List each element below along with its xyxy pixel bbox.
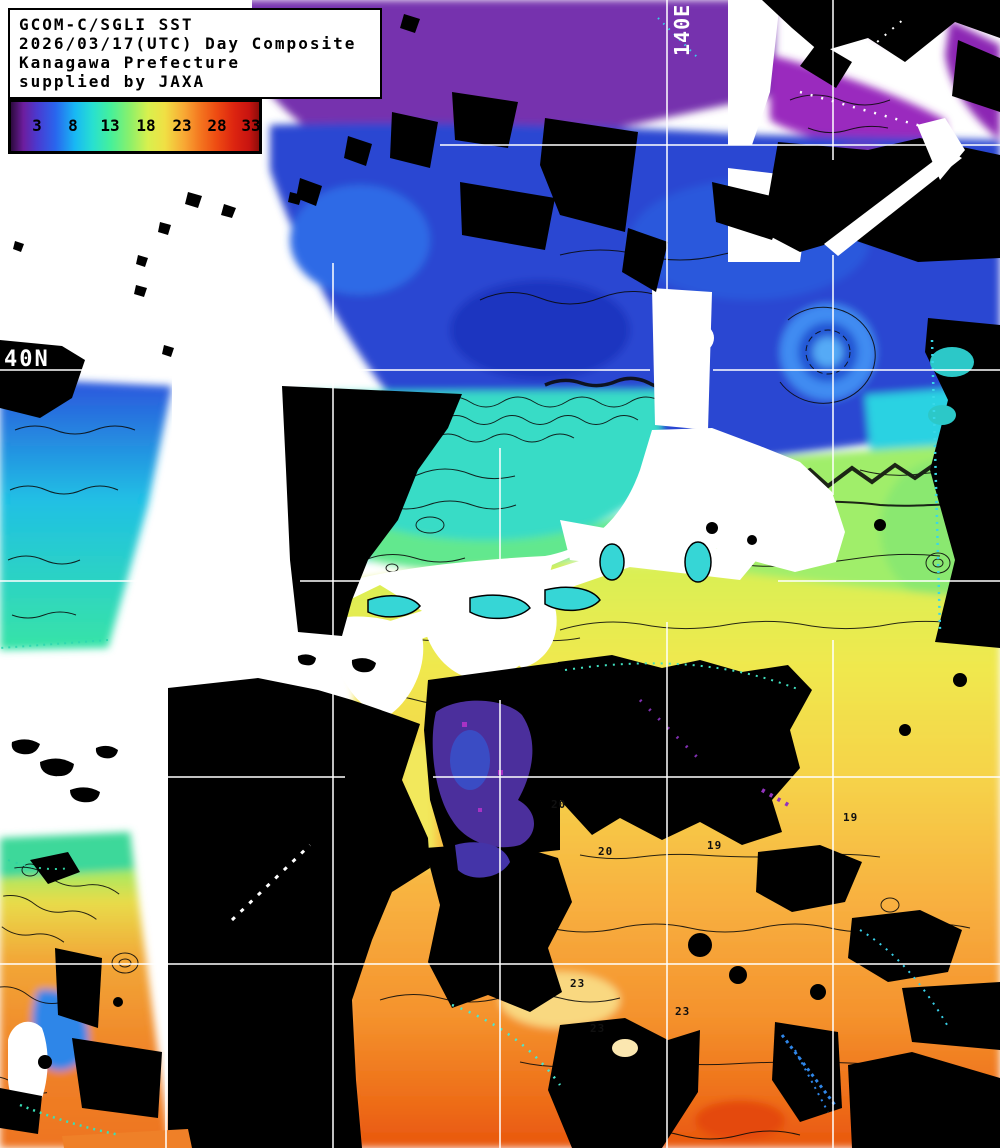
- colorbar-tick: 8: [68, 116, 78, 135]
- cold-anomaly-and-details: [0, 17, 974, 1148]
- contour-value-label: 19: [707, 839, 723, 852]
- seto-inland-sea-patches: [367, 541, 712, 620]
- contour-value-label: 20: [598, 845, 614, 858]
- title-line-2: Kanagawa Prefecture: [19, 53, 241, 72]
- colorbar-tick: 18: [136, 116, 156, 135]
- contour-value-label: 23: [675, 1005, 691, 1018]
- map-title-box: GCOM-C/SGLI SST 2026/03/17(UTC) Day Compo…: [8, 8, 382, 99]
- contour-value-label: 23: [590, 1022, 606, 1035]
- colorbar-tick: 33: [241, 116, 261, 135]
- latitude-label: 40N: [4, 347, 50, 372]
- colorbar-tick: 13: [100, 116, 120, 135]
- colorbar-tick: 28: [207, 116, 227, 135]
- title-line-0: GCOM-C/SGLI SST: [19, 15, 194, 34]
- contour-value-label: 23: [570, 977, 586, 990]
- colorbar-tick: 3: [32, 116, 42, 135]
- title-line-3: supplied by JAXA: [19, 72, 206, 91]
- colorbar-tick: 23: [172, 116, 192, 135]
- longitude-label: 140E: [670, 3, 694, 56]
- title-line-1: 2026/03/17(UTC) Day Composite: [19, 34, 357, 53]
- temperature-colorbar: 3 8 13 18 23 28 33: [8, 99, 262, 154]
- contour-value-label: 20: [551, 798, 567, 811]
- contour-value-label: 19: [843, 811, 859, 824]
